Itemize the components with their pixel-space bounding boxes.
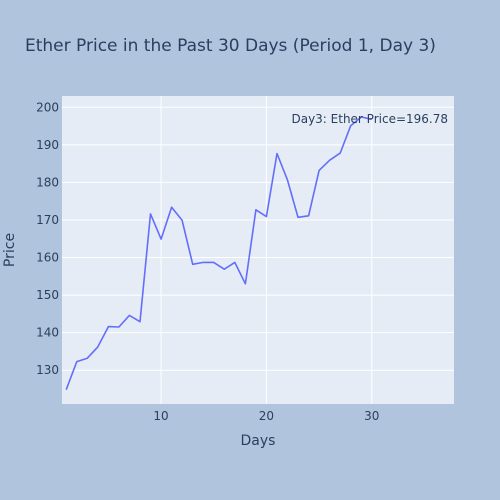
x-axis-title: Days [241,433,276,449]
price-series-line [65,116,372,390]
x-tick-label: 20 [259,409,274,423]
y-tick-label: 160 [36,251,59,265]
hover-annotation: Day3: Ether Price=196.78 [291,112,448,126]
x-tick-labels: 10 20 30 [153,409,379,423]
y-tick-labels: 130 140 150 160 170 180 190 200 [36,100,59,377]
y-gridlines [62,106,454,371]
y-tick-label: 180 [36,175,59,189]
x-tick-label: 30 [364,409,379,423]
plot-area [62,96,454,404]
y-tick-label: 130 [36,363,59,377]
y-tick-label: 170 [36,213,59,227]
x-tick-label: 10 [153,409,168,423]
y-tick-label: 140 [36,326,59,340]
y-tick-label: 200 [36,100,59,114]
x-gridlines [160,96,373,404]
y-tick-label: 150 [36,288,59,302]
y-tick-label: 190 [36,138,59,152]
chart-title: Ether Price in the Past 30 Days (Period … [25,36,436,56]
y-axis-title: Price [2,233,18,267]
